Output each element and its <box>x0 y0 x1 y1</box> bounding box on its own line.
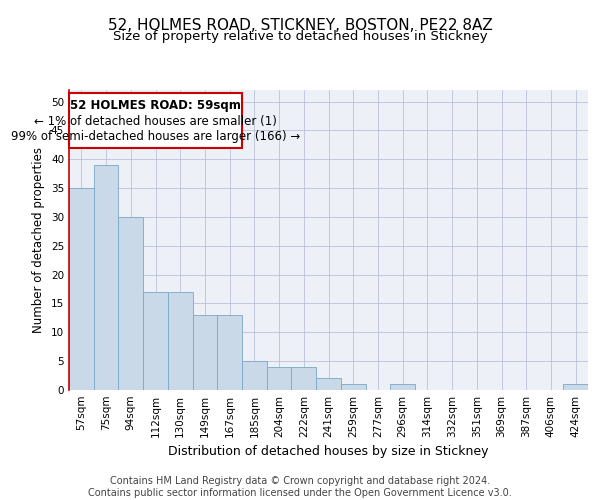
Text: Contains HM Land Registry data © Crown copyright and database right 2024.
Contai: Contains HM Land Registry data © Crown c… <box>88 476 512 498</box>
Text: 52, HOLMES ROAD, STICKNEY, BOSTON, PE22 8AZ: 52, HOLMES ROAD, STICKNEY, BOSTON, PE22 … <box>107 18 493 32</box>
Bar <box>267 367 292 390</box>
Text: 99% of semi-detached houses are larger (166) →: 99% of semi-detached houses are larger (… <box>11 130 300 143</box>
Bar <box>168 292 193 390</box>
Bar <box>94 165 118 390</box>
Bar <box>69 188 94 390</box>
Bar <box>242 361 267 390</box>
FancyBboxPatch shape <box>69 93 242 148</box>
Text: 52 HOLMES ROAD: 59sqm: 52 HOLMES ROAD: 59sqm <box>70 98 241 112</box>
Bar <box>118 217 143 390</box>
Bar <box>563 384 588 390</box>
Text: ← 1% of detached houses are smaller (1): ← 1% of detached houses are smaller (1) <box>34 115 277 128</box>
Bar <box>316 378 341 390</box>
X-axis label: Distribution of detached houses by size in Stickney: Distribution of detached houses by size … <box>168 446 489 458</box>
Bar <box>193 315 217 390</box>
Bar <box>143 292 168 390</box>
Bar <box>390 384 415 390</box>
Bar <box>217 315 242 390</box>
Text: Size of property relative to detached houses in Stickney: Size of property relative to detached ho… <box>113 30 487 43</box>
Y-axis label: Number of detached properties: Number of detached properties <box>32 147 46 333</box>
Bar <box>292 367 316 390</box>
Bar <box>341 384 365 390</box>
